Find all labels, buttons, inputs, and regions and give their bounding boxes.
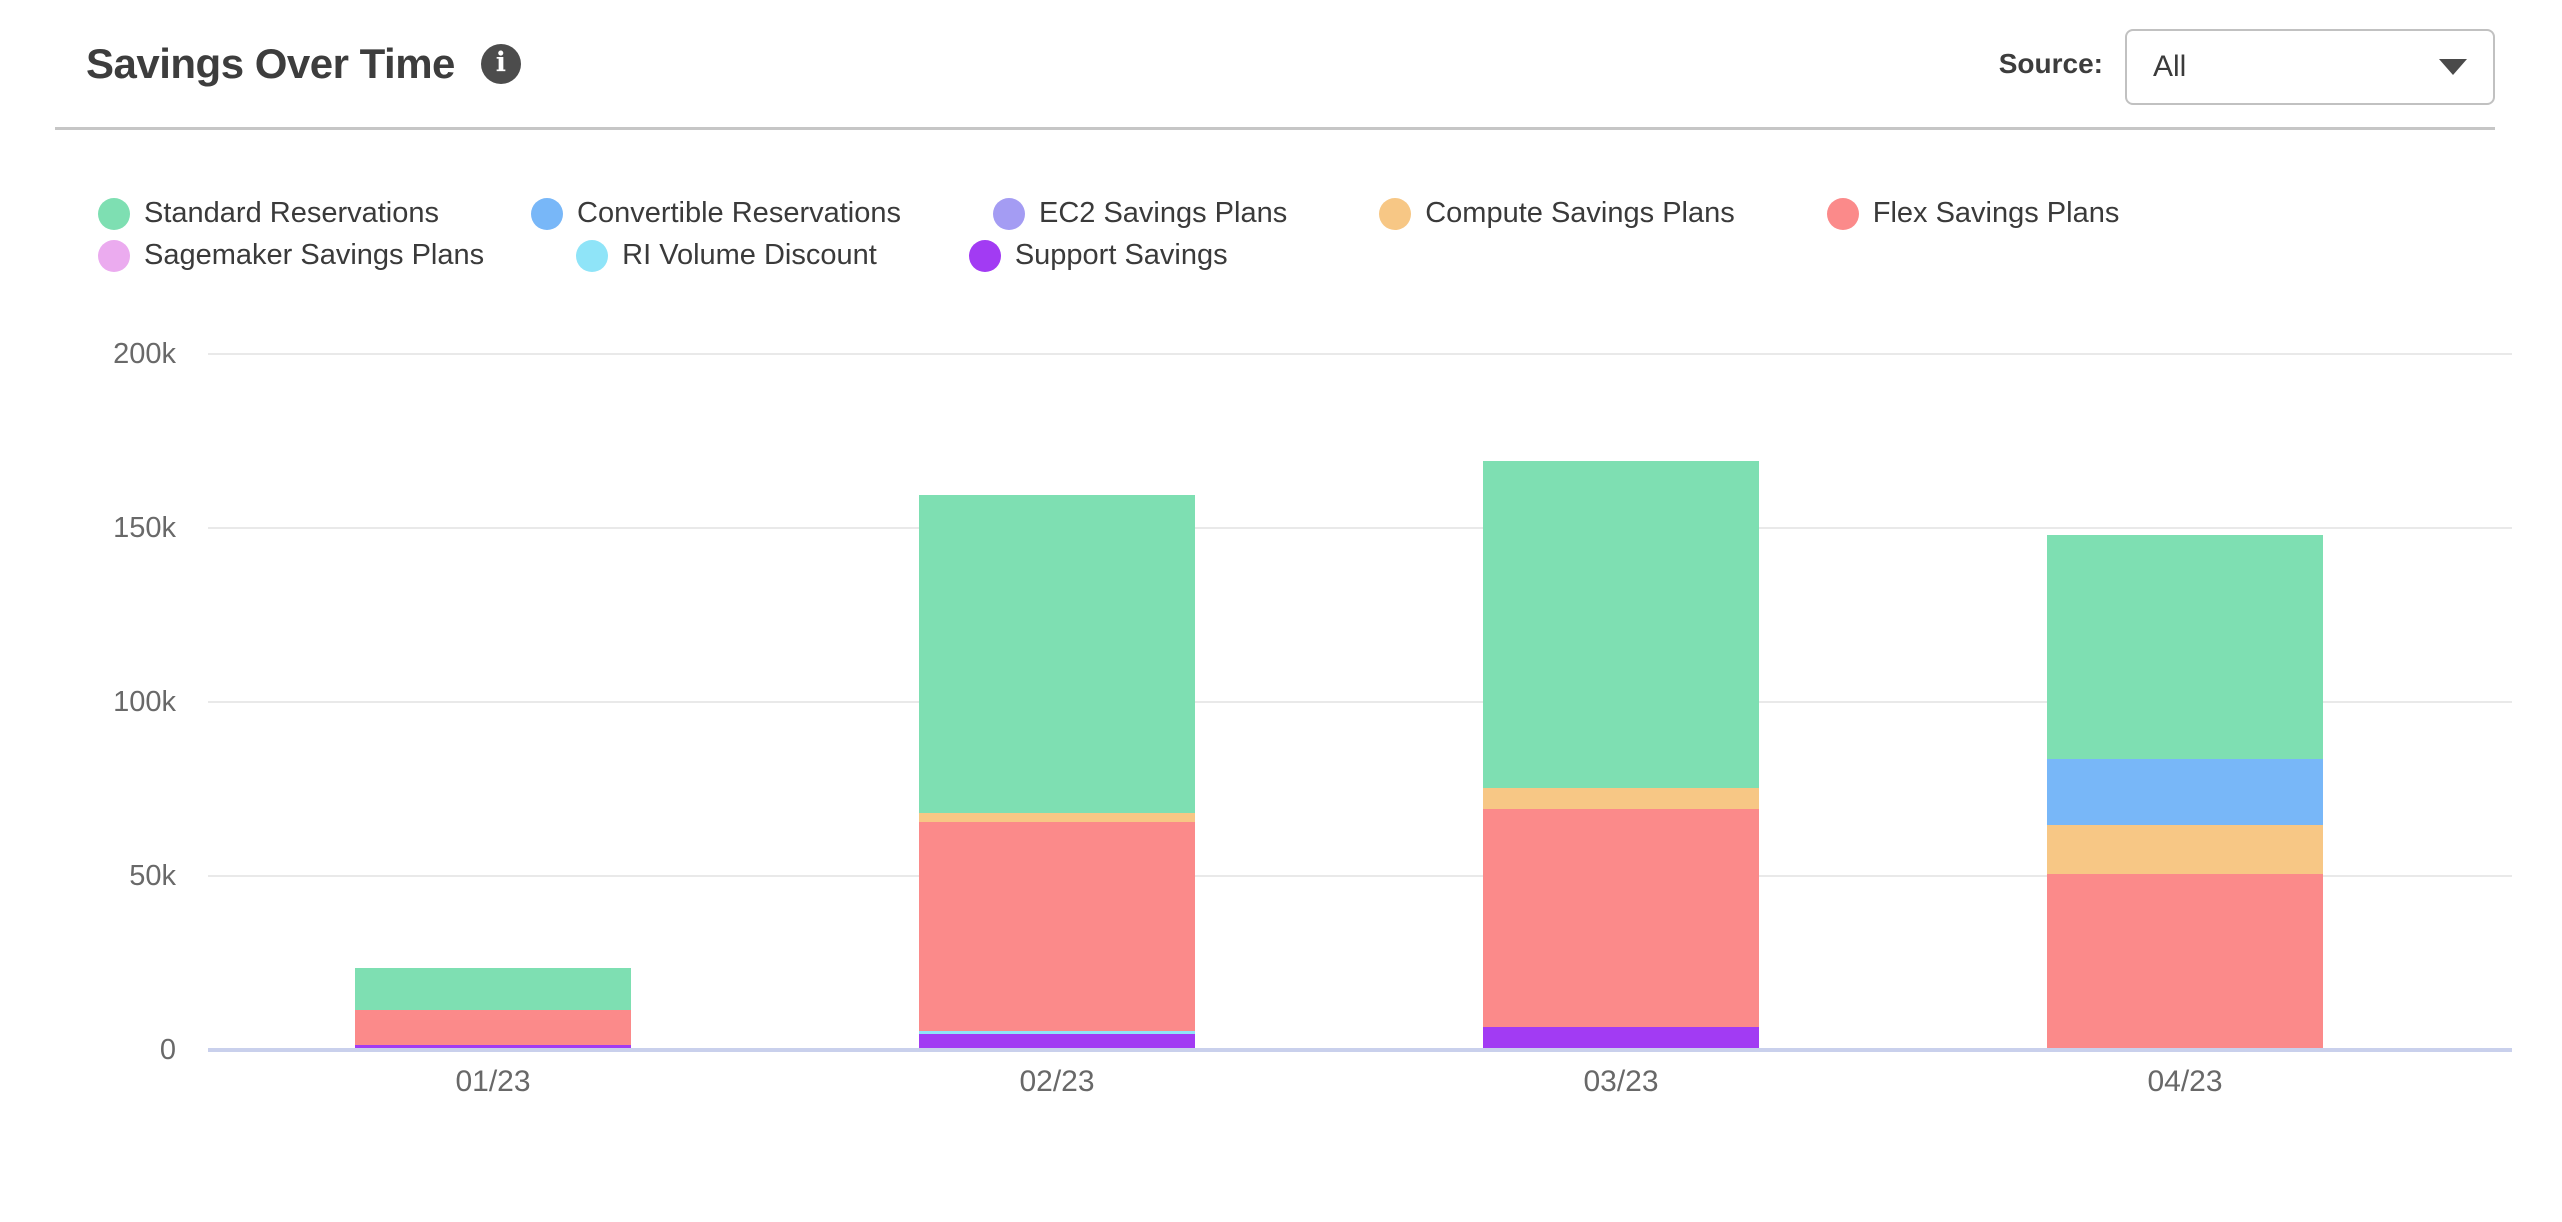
y-tick-label-100k: 100k xyxy=(113,686,176,718)
bar-segment-flex-savings-plans[interactable] xyxy=(355,1010,631,1045)
panel-header: Savings Over Time i Source: All xyxy=(55,0,2495,130)
legend-item-flex-savings-plans[interactable]: Flex Savings Plans xyxy=(1826,197,2120,230)
legend-dot xyxy=(1826,197,1859,230)
info-icon-glyph: i xyxy=(495,47,507,78)
legend-dot xyxy=(968,239,1001,272)
legend-item-convertible-reservations[interactable]: Convertible Reservations xyxy=(531,197,901,230)
legend-item-standard-reservations[interactable]: Standard Reservations xyxy=(98,197,439,230)
bar-02-23 xyxy=(919,495,1195,1048)
chevron-down-icon xyxy=(2439,58,2467,75)
bar-segment-standard-reservations[interactable] xyxy=(2047,535,2323,759)
bar-segment-support-savings[interactable] xyxy=(1483,1027,1759,1048)
bar-segment-ri-volume-discount[interactable] xyxy=(919,1031,1195,1034)
bar-segment-support-savings[interactable] xyxy=(355,1045,631,1048)
bar-segment-flex-savings-plans[interactable] xyxy=(2047,874,2323,1048)
source-select[interactable]: All xyxy=(2125,28,2495,105)
bar-segment-convertible-reservations[interactable] xyxy=(2047,759,2323,825)
y-tick-label-150k: 150k xyxy=(113,512,176,544)
x-tick-label-02-23: 02/23 xyxy=(1019,1065,1095,1098)
gridline-200k xyxy=(208,353,2512,355)
legend-dot xyxy=(531,197,563,230)
bar-01-23 xyxy=(355,968,631,1048)
bar-03-23 xyxy=(1483,461,1759,1048)
y-tick-label-0: 0 xyxy=(159,1034,176,1066)
legend-item-ri-volume-discount[interactable]: RI Volume Discount xyxy=(576,239,877,272)
legend-label: Standard Reservations xyxy=(144,197,439,229)
bar-segment-standard-reservations[interactable] xyxy=(919,495,1195,813)
legend-dot xyxy=(98,239,130,272)
legend-dot xyxy=(992,197,1025,230)
source-label: Source: xyxy=(1998,47,2103,79)
legend-label: EC2 Savings Plans xyxy=(1038,197,1288,229)
page-title: Savings Over Time xyxy=(86,39,455,87)
bar-segment-flex-savings-plans[interactable] xyxy=(919,822,1195,1031)
legend-item-sagemaker-savings-plans[interactable]: Sagemaker Savings Plans xyxy=(98,239,484,272)
gridline-0 xyxy=(208,1048,2512,1052)
y-tick-label-50k: 50k xyxy=(129,860,176,892)
x-tick-label-03-23: 03/23 xyxy=(1583,1065,1659,1098)
bar-segment-compute-savings-plans[interactable] xyxy=(1483,788,1759,809)
x-tick-label-04-23: 04/23 xyxy=(2147,1065,2223,1098)
legend-dot xyxy=(1379,197,1412,230)
y-tick-label-200k: 200k xyxy=(113,338,176,370)
gridline-100k xyxy=(208,701,2512,703)
legend-label: Convertible Reservations xyxy=(577,197,901,229)
source-select-value: All xyxy=(2153,49,2187,83)
gridline-150k xyxy=(208,527,2512,529)
legend-label: Flex Savings Plans xyxy=(1872,197,2120,229)
legend-label: RI Volume Discount xyxy=(622,239,877,271)
legend-dot xyxy=(576,239,609,272)
legend-item-support-savings[interactable]: Support Savings xyxy=(968,239,1228,272)
legend-dot xyxy=(98,197,130,230)
bar-04-23 xyxy=(2047,535,2323,1048)
legend-label: Sagemaker Savings Plans xyxy=(144,239,485,271)
x-tick-label-01-23: 01/23 xyxy=(455,1065,531,1098)
bar-segment-standard-reservations[interactable] xyxy=(355,968,631,1010)
bar-segment-flex-savings-plans[interactable] xyxy=(1483,809,1759,1027)
bar-segment-compute-savings-plans[interactable] xyxy=(919,813,1195,822)
bar-segment-support-savings[interactable] xyxy=(919,1034,1195,1048)
legend-item-compute-savings-plans[interactable]: Compute Savings Plans xyxy=(1379,197,1735,230)
legend-item-ec2-savings-plans[interactable]: EC2 Savings Plans xyxy=(992,197,1288,230)
legend-label: Support Savings xyxy=(1014,239,1228,271)
bar-segment-standard-reservations[interactable] xyxy=(1483,461,1759,788)
info-icon[interactable]: i xyxy=(480,43,521,84)
gridline-50k xyxy=(208,875,2512,877)
legend-label: Compute Savings Plans xyxy=(1425,197,1735,229)
chart-legend: Standard Reservations Convertible Reserva… xyxy=(98,197,2472,272)
bar-segment-compute-savings-plans[interactable] xyxy=(2047,825,2323,874)
